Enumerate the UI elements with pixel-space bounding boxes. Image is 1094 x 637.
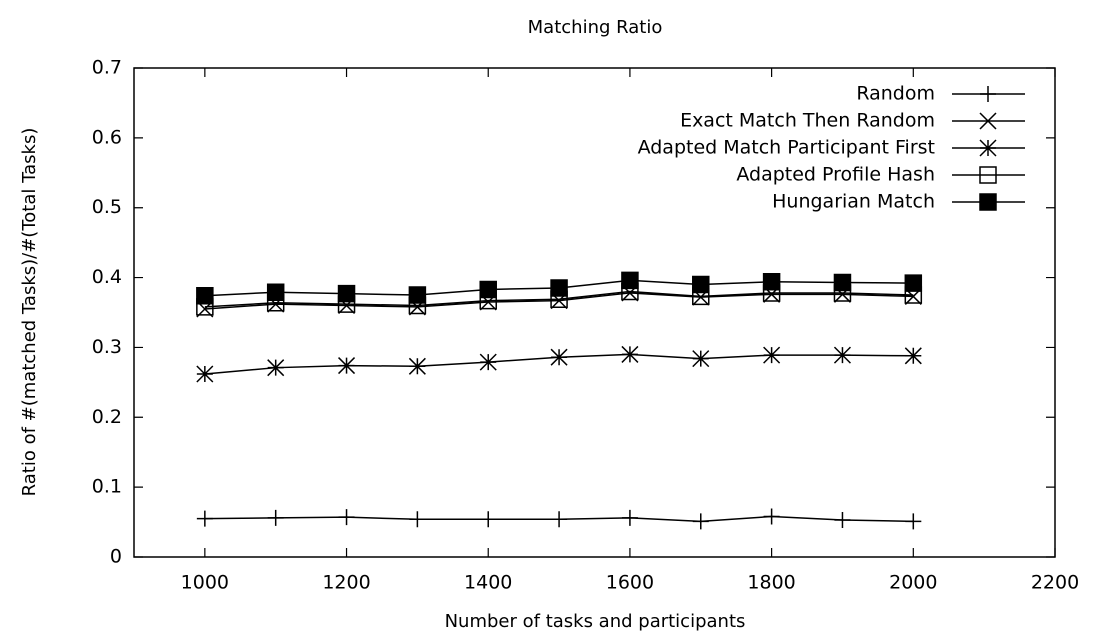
data-point <box>692 275 710 294</box>
y-tick-label: 0.3 <box>92 336 122 358</box>
data-point <box>833 273 852 292</box>
data-point <box>763 508 780 525</box>
data-point <box>267 359 285 377</box>
x-tick-label: 2000 <box>889 572 937 594</box>
data-point <box>763 346 781 364</box>
data-point <box>196 286 214 305</box>
legend-label: Hungarian Match <box>772 191 935 213</box>
legend-marker <box>979 112 997 130</box>
data-point <box>834 511 851 528</box>
y-tick-label: 0 <box>110 546 122 568</box>
data-point <box>904 347 922 365</box>
legend-label: Adapted Match Participant First <box>638 137 935 159</box>
x-axis-label: Number of tasks and participants <box>445 611 746 632</box>
legend-marker <box>979 166 997 184</box>
x-tick-label: 2200 <box>1031 572 1079 594</box>
chart-title: Matching Ratio <box>528 17 663 38</box>
y-tick-label: 0.4 <box>92 266 122 288</box>
legend-label: Adapted Profile Hash <box>736 164 935 186</box>
legend-label: Exact Match Then Random <box>680 110 935 132</box>
data-point <box>480 511 497 528</box>
x-tick-label: 1400 <box>464 572 512 594</box>
data-point <box>266 283 285 301</box>
data-point <box>337 284 356 303</box>
legend-marker <box>979 139 997 157</box>
x-tick-label: 1600 <box>606 572 654 594</box>
x-tick-label: 1000 <box>181 572 229 594</box>
plot-frame <box>133 67 1056 558</box>
legend-marker <box>980 86 996 102</box>
data-point <box>479 353 497 371</box>
data-point <box>692 513 709 530</box>
data-point <box>762 273 781 291</box>
data-point <box>621 509 638 526</box>
y-tick-label: 0.5 <box>92 196 122 218</box>
x-tick-label: 1200 <box>322 572 370 594</box>
data-point <box>621 345 639 363</box>
y-tick-label: 0.1 <box>92 476 122 498</box>
x-tick-label: 1800 <box>747 572 795 594</box>
data-point <box>550 348 568 366</box>
data-point <box>408 357 426 375</box>
data-point <box>196 510 213 527</box>
data-point <box>833 346 851 364</box>
y-tick-label: 0.7 <box>92 57 122 79</box>
data-point <box>338 357 356 375</box>
y-tick-label: 0.6 <box>92 126 122 148</box>
data-point <box>905 513 922 530</box>
data-point <box>550 279 568 297</box>
data-point <box>904 274 923 292</box>
legend-label: Random <box>856 83 935 105</box>
data-point <box>338 509 355 526</box>
legend-marker <box>979 193 997 211</box>
data-point <box>267 509 284 526</box>
data-point <box>408 286 427 304</box>
data-point <box>621 271 639 290</box>
series-line <box>204 290 914 308</box>
data-point <box>479 280 497 299</box>
data-point <box>692 350 710 368</box>
data-point <box>551 511 568 528</box>
data-point <box>409 511 426 528</box>
y-axis-label: Ratio of #(matched Tasks)/#(Total Tasks) <box>19 128 40 497</box>
y-tick-label: 0.2 <box>92 406 122 428</box>
data-point <box>196 365 214 383</box>
